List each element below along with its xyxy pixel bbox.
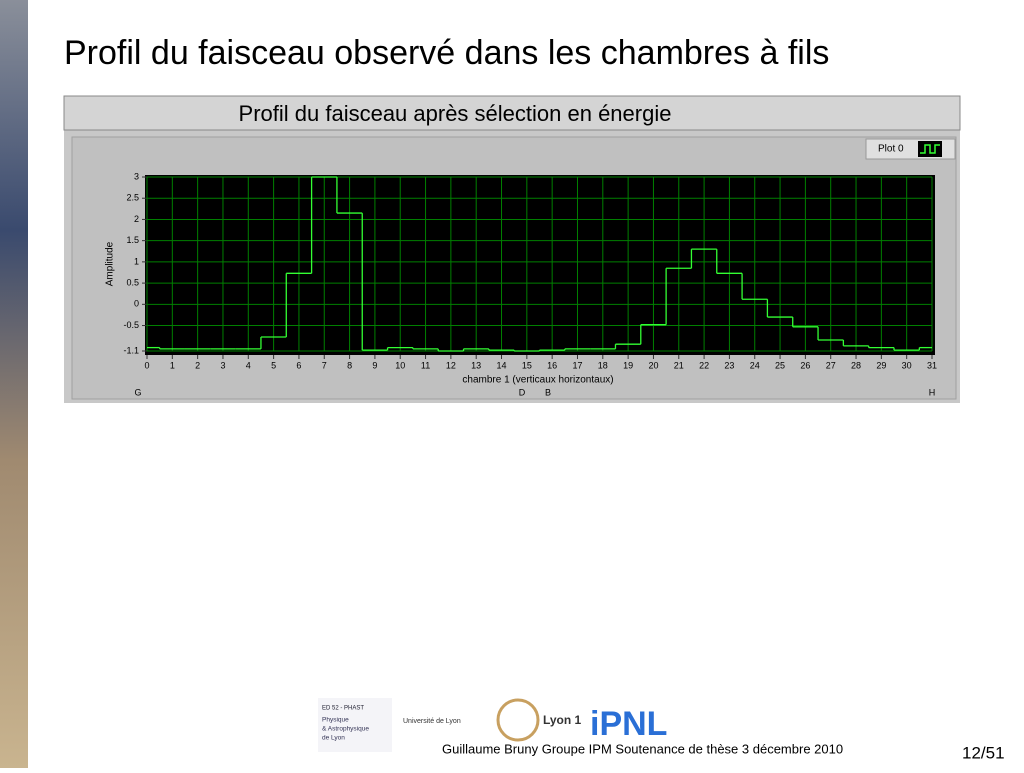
chart-title: Profil du faisceau après sélection en én…: [239, 101, 672, 126]
x-tick-label: 9: [372, 360, 377, 370]
x-tick-label: 12: [446, 360, 456, 370]
y-tick-label: 3: [134, 171, 139, 181]
x-tick-label: 2: [195, 360, 200, 370]
y-tick-label: -0.5: [123, 320, 139, 330]
x-tick-label: 19: [623, 360, 633, 370]
annotation: B: [545, 387, 551, 397]
x-tick-label: 11: [421, 360, 430, 370]
x-tick-label: 22: [699, 360, 709, 370]
y-tick-label: 1.5: [126, 235, 139, 245]
x-tick-label: 5: [271, 360, 276, 370]
x-tick-label: 8: [347, 360, 352, 370]
y-tick-label: -1.1: [123, 345, 139, 355]
annotation: G: [134, 387, 141, 397]
x-tick-label: 28: [851, 360, 861, 370]
x-tick-label: 30: [902, 360, 912, 370]
x-axis-label: chambre 1 (verticaux horizontaux): [462, 375, 613, 386]
footer-text: Guillaume Bruny Groupe IPM Soutenance de…: [442, 741, 843, 756]
y-tick-label: 0: [134, 299, 139, 309]
x-tick-label: 23: [724, 360, 734, 370]
logo-text: & Astrophysique: [322, 726, 369, 733]
annotation: H: [929, 387, 936, 397]
x-tick-label: 16: [547, 360, 557, 370]
plot-background: [145, 175, 935, 355]
x-tick-label: 6: [296, 360, 301, 370]
x-tick-label: 27: [826, 360, 836, 370]
logo-text: Université de Lyon: [403, 718, 461, 725]
y-tick-label: 0.5: [126, 277, 139, 287]
x-tick-label: 17: [572, 360, 582, 370]
x-tick-label: 31: [927, 360, 937, 370]
x-tick-label: 3: [220, 360, 225, 370]
logo-text: Lyon 1: [543, 713, 582, 727]
logo-text: Physique: [322, 717, 349, 724]
x-tick-label: 1: [170, 360, 175, 370]
logo-box: [318, 698, 392, 752]
slide-title: Profil du faisceau observé dans les cham…: [64, 34, 829, 72]
side-image: [0, 0, 28, 768]
annotation: D: [519, 387, 526, 397]
legend-swatch: [920, 144, 940, 154]
x-tick-label: 4: [246, 360, 251, 370]
x-tick-label: 7: [322, 360, 327, 370]
logo-circle: [496, 698, 540, 742]
logos: ED 52 - PHAST Physique & Astrophysique d…: [318, 698, 667, 752]
x-tick-label: 14: [497, 360, 507, 370]
y-tick-label: 2.5: [126, 193, 139, 203]
logo-text: ED 52 - PHAST: [322, 706, 364, 712]
x-tick-label: 24: [750, 360, 760, 370]
x-tick-label: 26: [800, 360, 810, 370]
y-tick-label: 1: [134, 256, 139, 266]
x-tick-label: 21: [674, 360, 684, 370]
logo-text: iPNL: [590, 705, 667, 743]
chart-header: [63, 95, 961, 131]
legend-label: Plot 0: [878, 144, 904, 155]
x-tick-label: 10: [395, 360, 405, 370]
y-tick-label: 2: [134, 214, 139, 224]
page-number: 12/51: [962, 743, 1005, 762]
y-axis-label: Amplitude: [105, 241, 116, 286]
x-tick-label: 25: [775, 360, 785, 370]
x-tick-label: 13: [471, 360, 481, 370]
x-tick-label: 20: [648, 360, 658, 370]
x-tick-label: 29: [876, 360, 886, 370]
x-tick-label: 0: [144, 360, 149, 370]
x-tick-label: 18: [598, 360, 608, 370]
x-tick-label: 15: [522, 360, 532, 370]
logo-text: de Lyon: [322, 735, 345, 742]
